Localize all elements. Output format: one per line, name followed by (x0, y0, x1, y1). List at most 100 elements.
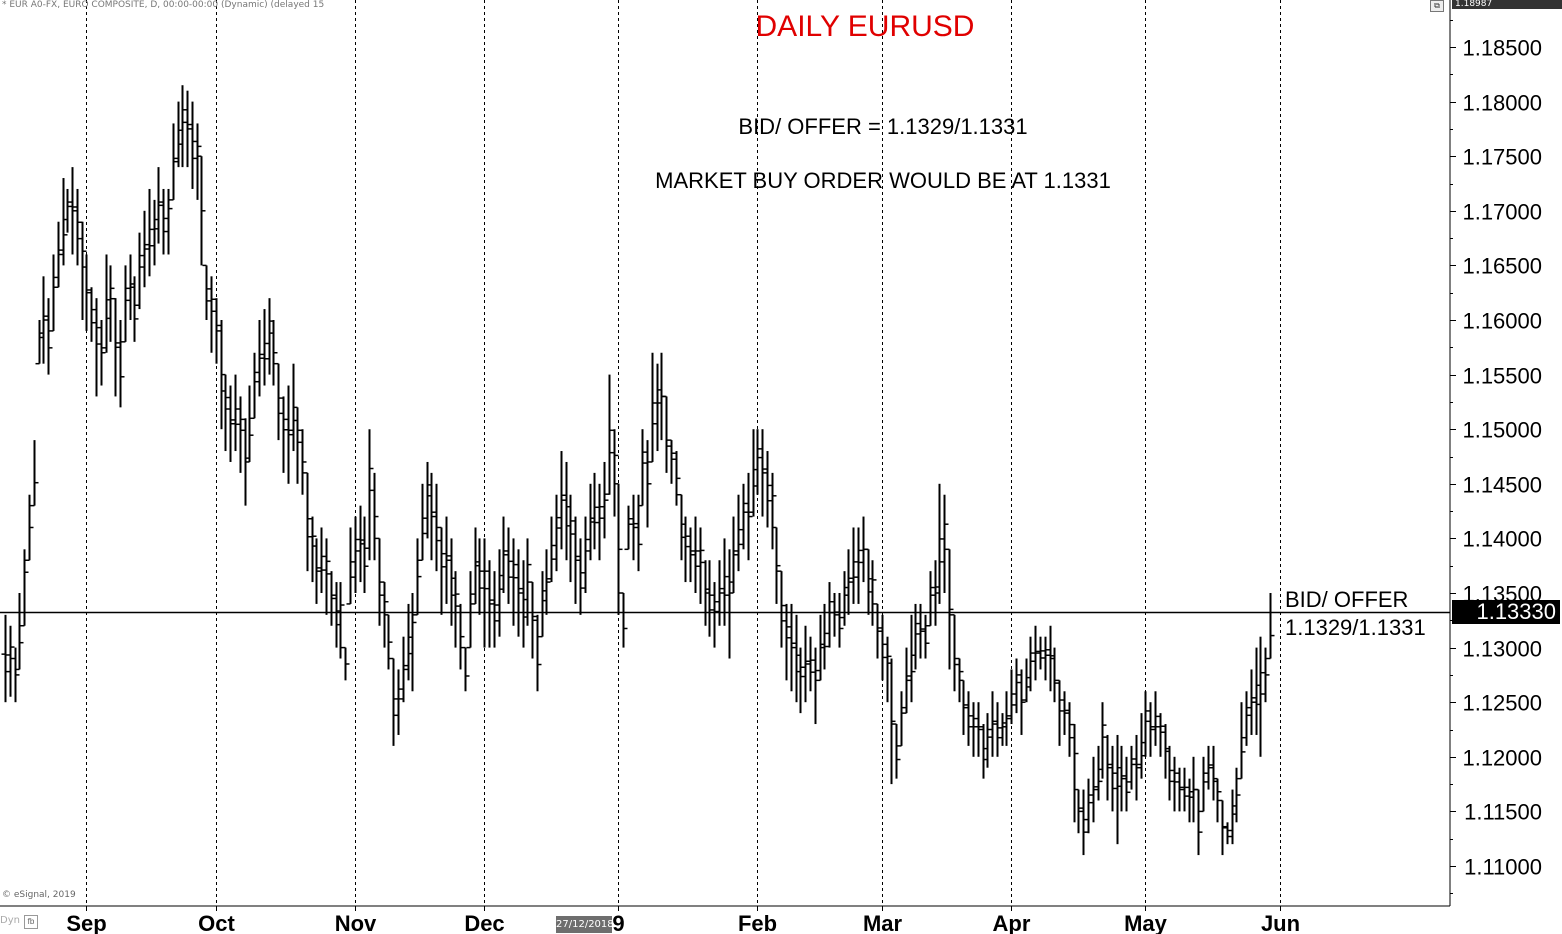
month-label: 9 (612, 911, 624, 934)
settings-icon[interactable]: fb (24, 915, 38, 929)
price-bar (619, 592, 628, 648)
price-bar (193, 123, 202, 200)
market-order-annotation: MARKET BUY ORDER WOULD BE AT 1.1331 (655, 168, 1111, 193)
price-bar (725, 549, 734, 659)
price-bar (202, 264, 211, 320)
price-bar (308, 516, 317, 583)
price-bar (221, 373, 230, 452)
price-bar (538, 571, 547, 638)
price-bar (921, 614, 930, 659)
price-bar (1065, 702, 1074, 757)
time-axis: Sep Oct Nov Dec 9 Feb Mar Apr May Jun (66, 906, 1300, 934)
price-bar (940, 494, 949, 593)
price-tick-label: 1.15500 (1462, 364, 1542, 389)
price-bar (499, 516, 508, 593)
price-bar (6, 625, 15, 697)
price-bar (772, 526, 781, 604)
price-bar (1204, 745, 1213, 790)
price-bar (39, 276, 48, 364)
price-tick-label: 1.14000 (1462, 527, 1542, 552)
price-bar (610, 429, 619, 517)
price-bar (988, 691, 997, 757)
price-bar (864, 548, 873, 615)
price-bar (389, 657, 398, 746)
price-bar (998, 713, 1007, 746)
price-bar (106, 265, 115, 342)
price-bar (509, 538, 518, 626)
price-bar (356, 505, 365, 583)
price-bar (715, 560, 724, 626)
price-bar (595, 483, 604, 561)
price-bar (892, 723, 901, 779)
price-bar (1, 614, 10, 703)
price-bar (542, 549, 551, 615)
bid-offer-annotation: BID/ OFFER = 1.1329/1.1331 (738, 114, 1028, 139)
price-bar (159, 188, 168, 255)
price-bar (274, 362, 283, 441)
month-label: Dec (464, 911, 504, 934)
price-bar (787, 603, 796, 692)
price-bar (1012, 658, 1021, 714)
price-bar (1175, 767, 1184, 812)
price-bar (1180, 767, 1189, 812)
price-bar (969, 702, 978, 757)
month-label: Feb (738, 911, 777, 934)
price-tick-label: 1.11500 (1464, 800, 1542, 825)
month-label: May (1124, 911, 1168, 934)
right-bid-offer-values: 1.1329/1.1331 (1285, 615, 1426, 640)
price-tick-label: 1.11000 (1464, 855, 1542, 880)
price-bar (811, 647, 820, 725)
price-bar (490, 571, 499, 648)
price-tick-label: 1.17000 (1462, 200, 1542, 225)
price-bar (533, 614, 542, 692)
price-axis: 1.18500 1.18000 1.17500 1.17000 1.16500 1.160… (0, 0, 1542, 907)
price-bar (1074, 788, 1083, 834)
price-bar (1122, 756, 1131, 812)
price-bar (777, 570, 786, 648)
window-restore-icon[interactable]: ⧉ (1430, 0, 1444, 12)
price-bar (226, 385, 235, 462)
price-bar (207, 276, 216, 353)
price-bar (686, 527, 695, 583)
price-bar (820, 603, 829, 670)
price-bar (442, 516, 451, 604)
price-bar (59, 178, 68, 266)
price-bar (1117, 745, 1126, 812)
price-tick-label: 1.13000 (1462, 637, 1542, 662)
price-bar (437, 526, 446, 615)
price-bar (1036, 636, 1045, 670)
price-bar (835, 593, 844, 648)
price-bar (298, 429, 307, 495)
price-bar (413, 538, 422, 616)
price-bar (1141, 691, 1150, 757)
price-bar (1017, 669, 1026, 735)
price-bar (87, 287, 96, 342)
month-gridlines (86, 0, 1281, 906)
price-bar (322, 538, 331, 615)
price-bar (643, 440, 652, 528)
price-bar (739, 483, 748, 550)
price-bar (145, 188, 154, 277)
price-bar (265, 298, 274, 375)
price-bar (744, 472, 753, 561)
price-bar (753, 429, 762, 495)
price-bar (495, 549, 504, 637)
price-bar (634, 494, 643, 572)
price-bars (1, 85, 1275, 856)
price-bar (729, 516, 738, 594)
price-bar (993, 702, 1002, 757)
price-tick-label: 1.16500 (1462, 254, 1542, 279)
price-bar (825, 582, 834, 648)
price-bar (701, 560, 710, 626)
price-bar (1242, 691, 1251, 746)
price-bar (475, 538, 484, 615)
price-bar (336, 582, 345, 659)
price-bar (677, 493, 686, 561)
price-bar (432, 483, 441, 572)
price-bar (902, 647, 911, 714)
price-bar (423, 461, 432, 539)
price-bar (1060, 691, 1069, 735)
price-bar (135, 232, 144, 310)
price-bar (384, 614, 393, 670)
